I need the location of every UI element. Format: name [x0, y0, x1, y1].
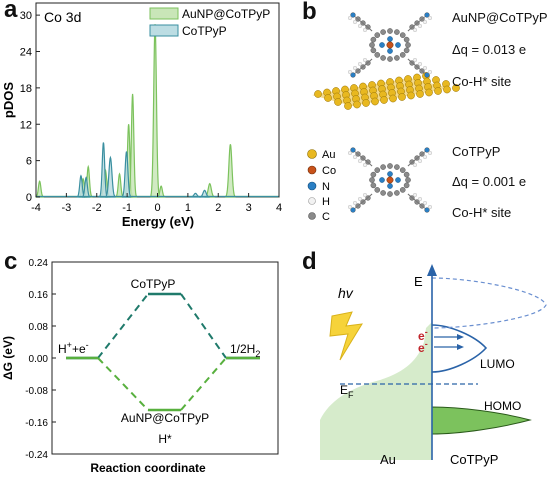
pdos-ytick-label: 0	[26, 192, 32, 204]
pdos-xtick-label: -2	[92, 202, 102, 214]
structure-bottom-site: Co-H* site	[452, 205, 512, 220]
fermi-level-label: EF	[340, 383, 354, 400]
lightning-icon	[329, 311, 363, 361]
au-dos-area	[320, 322, 432, 460]
fe-connector	[97, 293, 149, 359]
panel-label-c: c	[4, 248, 18, 275]
pdos-xtick-label: -4	[31, 202, 41, 214]
atom-legend-c: C	[322, 211, 330, 223]
pdos-xtick-label: 4	[276, 202, 282, 214]
pdos-xtick-label: 3	[246, 202, 252, 214]
lumo-label: LUMO	[480, 357, 515, 371]
structure-bottom-name: CoTPyP	[452, 144, 501, 159]
legend-label-cotpyp: CoTPyP	[182, 24, 227, 38]
fe-connector	[97, 357, 149, 411]
fe-ytick-label: 0.24	[29, 258, 49, 269]
atom-legend-n-dot	[307, 181, 317, 191]
pdos-peak	[128, 93, 137, 198]
pdos-series-cotpyp	[36, 142, 279, 198]
atom-legend-n: N	[322, 181, 330, 193]
pdos-xtick-label: -3	[61, 202, 71, 214]
structure-top-dq: Δq = 0.013 e	[452, 42, 527, 57]
cotpyp-structure	[348, 147, 432, 213]
pdos-ytick-label: 12	[20, 119, 32, 131]
aunp-cotpyp-structure	[312, 12, 460, 110]
pdos-ytick-label: 18	[20, 83, 32, 95]
pdos-ytick-label: 30	[20, 10, 32, 22]
fe-ytick-label: -0.24	[25, 450, 48, 461]
pdos-xlabel: Energy (eV)	[122, 214, 194, 229]
pdos-peak	[105, 155, 116, 198]
upper-orbital-dashed	[431, 277, 547, 329]
pdos-series-layer	[35, 24, 279, 198]
fe-state-initial: H++e-	[58, 340, 89, 356]
fe-label-aunp: AuNP@CoTPyP	[121, 411, 209, 425]
pdos-xtick-label: 2	[215, 202, 221, 214]
band-diagram: hv E EF e- e- LUMO HOMO Au CoTPyP	[320, 264, 547, 467]
energy-axis-label: E	[414, 274, 423, 289]
pdos-peak	[121, 151, 132, 198]
pdos-ytick-label: 6	[26, 156, 32, 168]
energy-axis-arrow	[427, 264, 437, 276]
fe-axis-layer: 0.24 0.16 0.08 0.00 -0.08 -0.16 -0.24	[25, 258, 56, 461]
atom-legend-co-dot	[307, 165, 317, 175]
fe-series-layer	[66, 292, 260, 412]
fe-ytick-label: 0.08	[29, 322, 49, 333]
free-energy-diagram: 0.240.160.080.00-0.08-0.16-0.24 ΔG (eV) …	[1, 258, 279, 475]
electron-label-1: e-	[418, 327, 428, 343]
pdos-xtick-label: -1	[122, 202, 132, 214]
structure-top-name: AuNP@CoTPyP	[452, 10, 548, 25]
fe-xlabel: Reaction coordinate	[90, 461, 206, 475]
pdos-xtick-label: 1	[185, 202, 191, 214]
atom-legend-au-dot	[307, 149, 317, 159]
fe-ylabel: ΔG (eV)	[1, 336, 15, 380]
pdos-title: Co 3d	[44, 9, 81, 25]
structure-top-site: Co-H* site	[452, 74, 512, 89]
electron-label-2: e-	[418, 339, 428, 355]
pdos-peak	[81, 176, 91, 198]
atom-legend-h: H	[322, 196, 330, 208]
fe-ytick-label: -0.16	[25, 418, 48, 429]
pdos-ylabel: pDOS	[1, 82, 16, 118]
legend-label-aunp: AuNP@CoTPyP	[182, 7, 270, 21]
fe-state-intermediate: H*	[158, 432, 172, 446]
atom-legend-co: Co	[322, 165, 336, 177]
legend-swatch-aunp	[149, 7, 179, 20]
fe-label-cotpyp: CoTPyP	[131, 277, 176, 291]
cotpyp-label: CoTPyP	[450, 452, 498, 467]
pdos-peak	[225, 144, 236, 198]
structure-images: Au Co N H C	[307, 12, 460, 223]
pdos-xtick-label: 0	[154, 202, 160, 214]
legend-swatch-cotpyp	[149, 24, 179, 37]
pdos-legend: AuNP@CoTPyP CoTPyP	[149, 7, 270, 38]
homo-label: HOMO	[484, 399, 521, 413]
panel-label-d: d	[302, 248, 317, 275]
fe-ytick-label: 0.00	[29, 354, 49, 365]
pdos-title-text: Co 3d	[44, 9, 81, 25]
atom-legend-h-dot	[308, 197, 316, 205]
panel-label-b: b	[302, 0, 317, 25]
structure-bottom-dq: Δq = 0.001 e	[452, 174, 527, 189]
panel-label-a: a	[4, 0, 18, 23]
hv-label: hv	[338, 285, 354, 301]
fe-ytick-label: 0.16	[29, 290, 49, 301]
atom-legend-c-dot	[308, 212, 316, 220]
fe-state-final: 1/2H2	[230, 342, 260, 359]
fe-series-aunp-cotpyp	[66, 356, 260, 412]
pdos-ytick-label: 24	[20, 47, 32, 59]
fe-connector	[180, 293, 227, 359]
pdos-peak	[99, 142, 108, 198]
homo-peak	[431, 406, 532, 435]
atom-legend-au: Au	[322, 149, 335, 161]
au-label: Au	[380, 452, 396, 467]
atom-legend: Au Co N H C	[307, 149, 336, 223]
fe-ytick-label: -0.08	[25, 386, 48, 397]
